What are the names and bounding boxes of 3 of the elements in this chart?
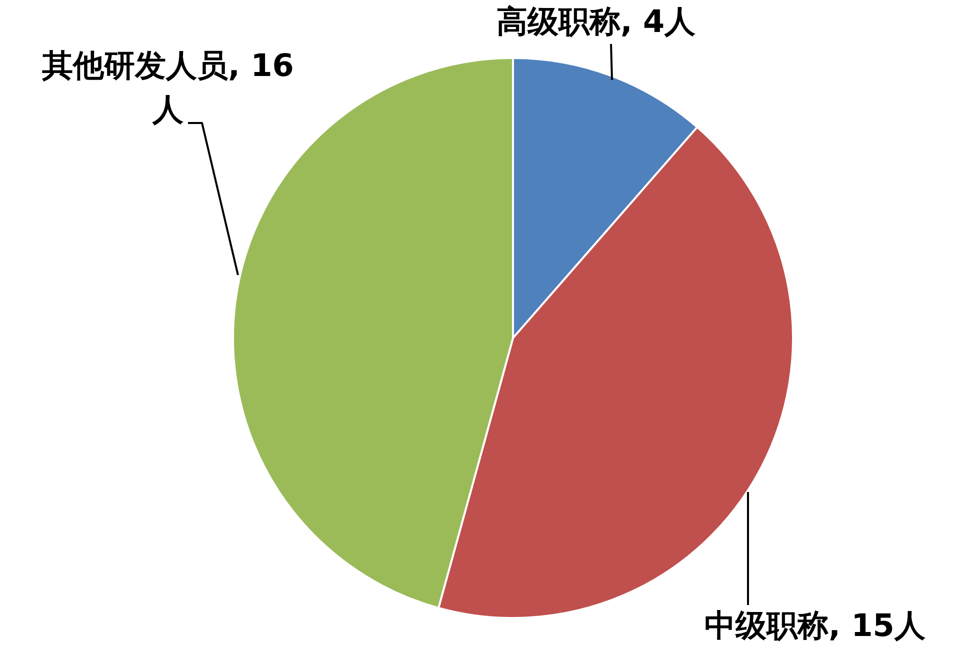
slice-label: 中级职称, 15人 bbox=[704, 608, 926, 644]
slice-label: 高级职称, 4人 bbox=[496, 4, 697, 40]
slice-label: 其他研发人员, 16人 bbox=[41, 48, 294, 128]
